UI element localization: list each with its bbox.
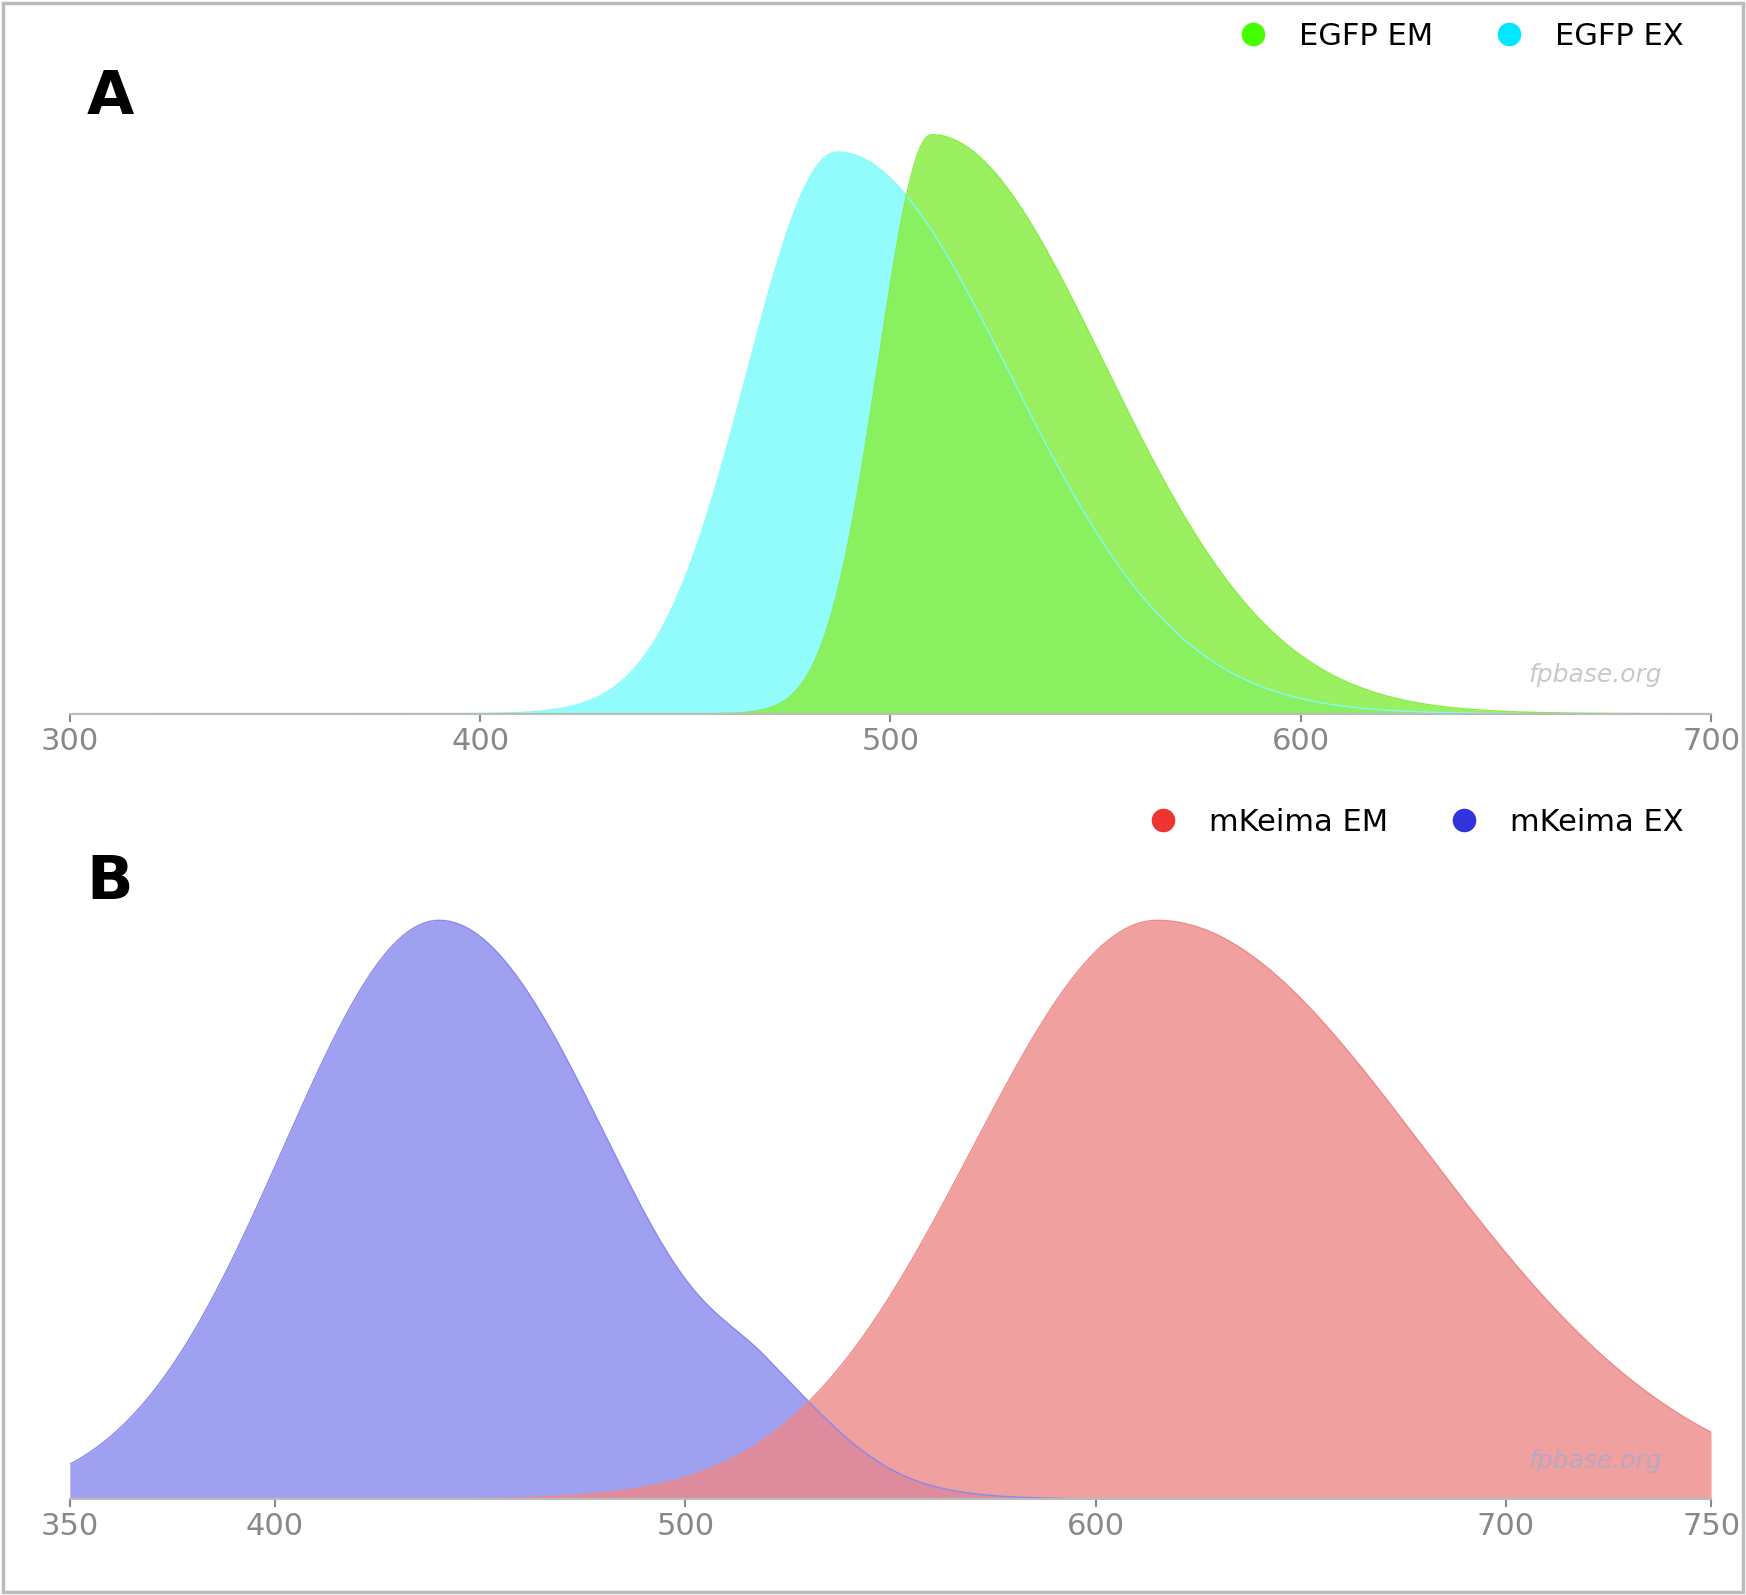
Text: fpbase.org: fpbase.org (1528, 664, 1662, 687)
Text: B: B (86, 853, 133, 912)
Legend: EGFP EM, EGFP EX: EGFP EM, EGFP EX (1210, 10, 1695, 64)
Text: A: A (86, 69, 133, 128)
Legend: mKeima EM, mKeima EX: mKeima EM, mKeima EX (1119, 796, 1695, 849)
Text: fpbase.org: fpbase.org (1528, 1448, 1662, 1472)
